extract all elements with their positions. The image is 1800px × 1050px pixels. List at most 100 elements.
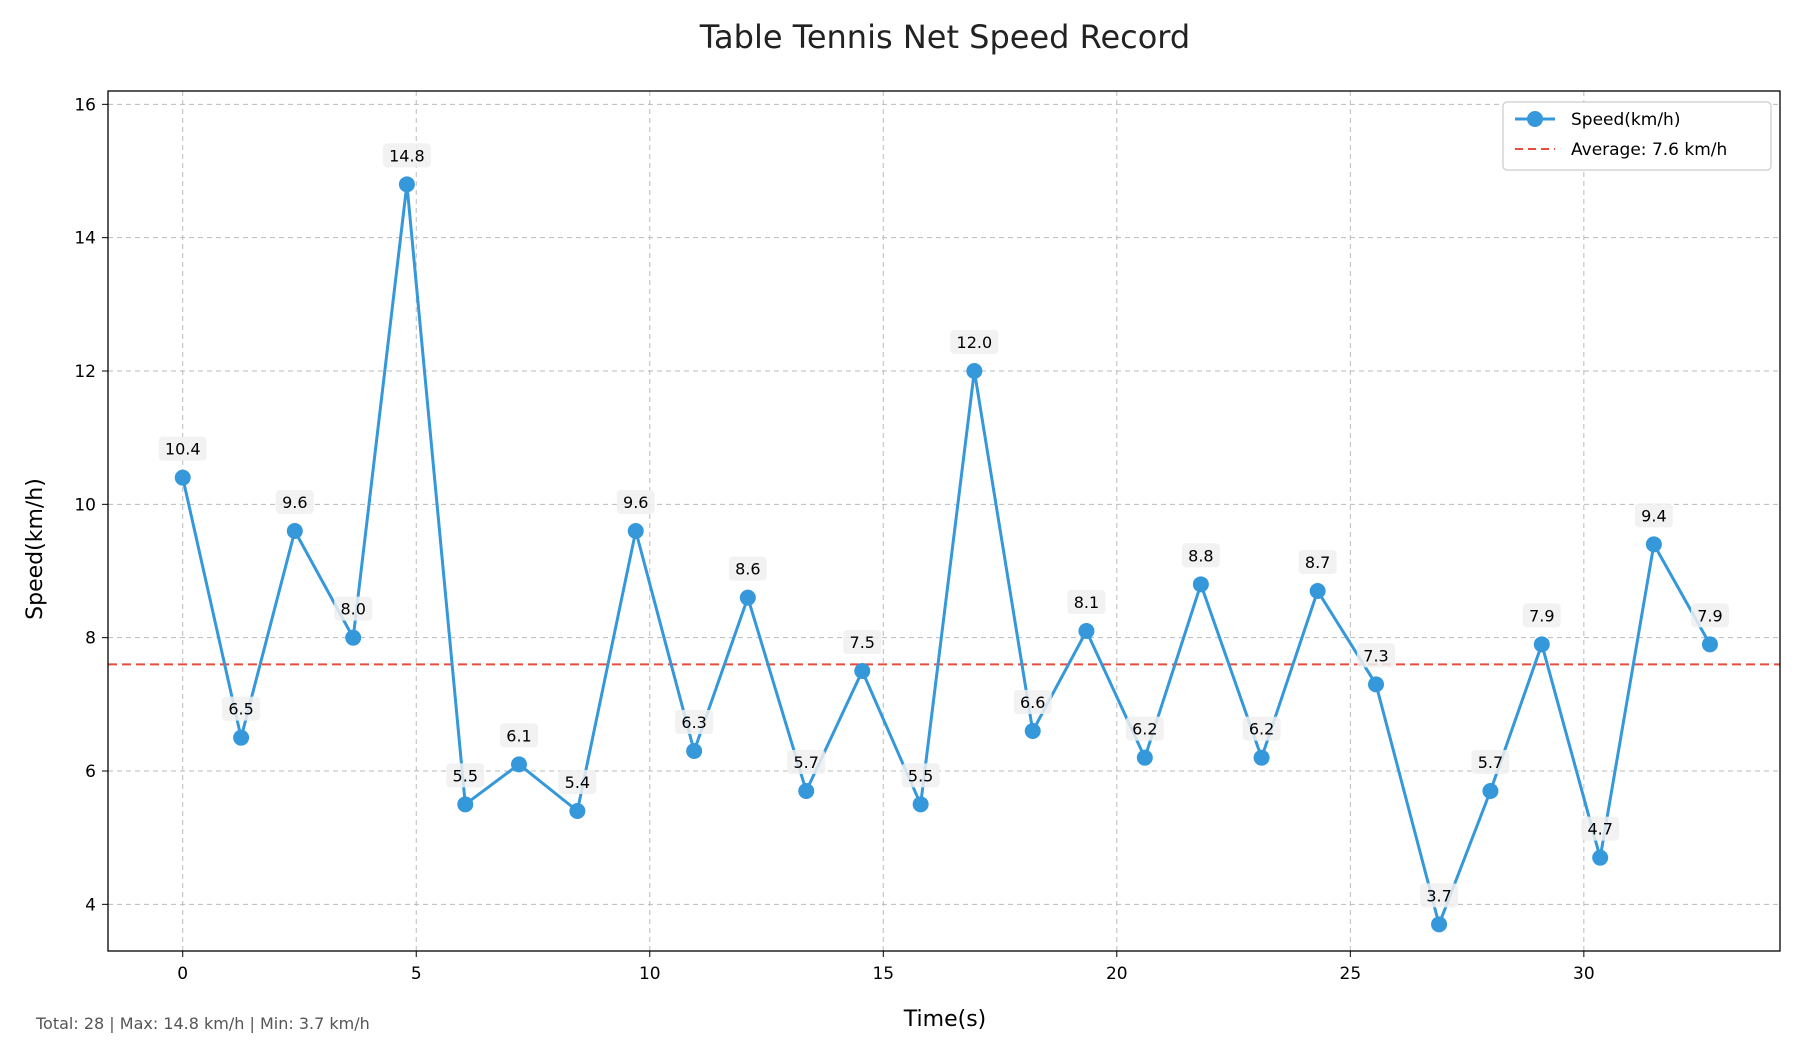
data-label-bg	[222, 696, 261, 721]
data-label-bg	[950, 330, 999, 354]
data-point	[686, 743, 703, 759]
data-point	[1309, 583, 1326, 599]
data-label: 8.0	[340, 600, 365, 619]
data-label-bg	[1357, 643, 1396, 668]
data-label-bg	[616, 490, 655, 514]
data-label-bg	[499, 723, 538, 748]
data-label: 7.9	[1529, 606, 1554, 625]
data-point	[286, 523, 303, 539]
data-label: 6.2	[1249, 720, 1274, 739]
legend: Speed(km/h) Average: 7.6 km/h	[1502, 101, 1772, 171]
data-label-bg	[1181, 543, 1220, 568]
data-label: 6.6	[1020, 693, 1045, 712]
data-point	[854, 663, 871, 679]
series-layer	[174, 176, 1718, 933]
data-point	[233, 729, 250, 746]
x-tick-label: 0	[177, 964, 188, 984]
data-point	[174, 469, 191, 486]
legend-series-marker	[1527, 111, 1543, 127]
y-tick-label: 10	[74, 495, 96, 515]
data-label: 8.8	[1188, 546, 1213, 565]
x-axis-label: Time(s)	[903, 1007, 986, 1032]
x-tick-label: 25	[1340, 964, 1362, 984]
data-label: 6.5	[228, 700, 253, 719]
data-point	[569, 803, 586, 819]
data-point	[912, 796, 929, 813]
data-label-bg	[1634, 503, 1673, 528]
y-tick-label: 4	[85, 895, 96, 915]
data-label: 5.7	[793, 753, 818, 772]
data-label-bg	[446, 763, 485, 788]
data-point	[1136, 749, 1153, 766]
data-label-bg	[843, 630, 882, 654]
data-label: 5.5	[453, 766, 478, 785]
data-label-bg	[787, 750, 826, 774]
data-label-bg	[1298, 550, 1337, 574]
data-point	[1592, 849, 1609, 866]
data-label: 7.5	[850, 633, 875, 652]
data-label: 9.6	[282, 493, 307, 512]
y-tick-label: 14	[74, 229, 96, 249]
y-tick-label: 16	[74, 95, 96, 115]
data-label-bg	[728, 556, 767, 581]
data-label: 7.3	[1363, 646, 1388, 665]
data-label: 9.6	[623, 493, 648, 512]
chart-title: Table Tennis Net Speed Record	[699, 18, 1190, 56]
data-point	[457, 796, 474, 813]
data-point	[966, 363, 983, 379]
data-label: 6.2	[1132, 720, 1157, 739]
data-point	[739, 589, 756, 606]
legend-box	[1502, 101, 1772, 171]
data-point	[798, 783, 815, 799]
data-label: 5.4	[565, 773, 590, 792]
legend-average-label: Average: 7.6 km/h	[1571, 140, 1727, 160]
data-label: 9.4	[1641, 506, 1666, 525]
data-label: 12.0	[957, 333, 993, 352]
legend-series-label: Speed(km/h)	[1571, 110, 1680, 130]
x-tick-label: 30	[1573, 964, 1595, 984]
data-label-bg	[1690, 603, 1729, 628]
y-tick-label: 12	[74, 362, 96, 382]
data-label-bg	[1471, 750, 1510, 774]
axis-ticks: 0 5 10 15 20 25 30 4 6 8 10 12 14 16	[74, 95, 1594, 984]
data-label-bg	[334, 596, 373, 621]
data-label-bg	[158, 436, 207, 461]
data-label-bg	[675, 710, 714, 734]
data-label: 6.1	[506, 726, 531, 745]
y-tick-label: 6	[85, 762, 96, 782]
data-label-bg	[1581, 816, 1620, 841]
data-point	[1701, 636, 1718, 653]
data-label-bg	[1420, 883, 1459, 908]
data-point	[1078, 623, 1095, 639]
x-tick-label: 5	[411, 964, 422, 984]
data-point	[1482, 783, 1499, 799]
data-label: 5.7	[1478, 753, 1503, 772]
plot-frame	[107, 90, 1781, 952]
data-point	[1192, 576, 1209, 593]
data-label-bg	[1125, 716, 1164, 741]
x-tick-label: 15	[872, 964, 894, 984]
data-label-bg	[901, 763, 940, 788]
data-label: 8.6	[735, 560, 760, 579]
data-label: 14.8	[389, 146, 425, 165]
data-label-bg	[275, 490, 314, 514]
data-label-bg	[1522, 603, 1561, 628]
data-label: 10.4	[165, 440, 201, 459]
data-point	[1431, 916, 1448, 933]
x-tick-label: 10	[639, 964, 661, 984]
data-label-bg	[382, 143, 431, 168]
y-tick-label: 8	[85, 629, 96, 649]
grid-lines	[108, 91, 1780, 951]
y-axis-label: Speed(km/h)	[23, 478, 48, 620]
summary-footer: Total: 28 | Max: 14.8 km/h | Min: 3.7 km…	[36, 1014, 370, 1033]
data-label: 4.7	[1587, 820, 1612, 839]
data-label-bg	[1242, 716, 1281, 741]
data-point	[1024, 723, 1041, 739]
data-label: 8.1	[1074, 593, 1099, 612]
data-label: 7.9	[1697, 606, 1722, 625]
data-point	[1368, 676, 1385, 693]
data-point	[1253, 749, 1270, 766]
data-point	[1533, 636, 1550, 653]
data-point	[510, 756, 527, 773]
